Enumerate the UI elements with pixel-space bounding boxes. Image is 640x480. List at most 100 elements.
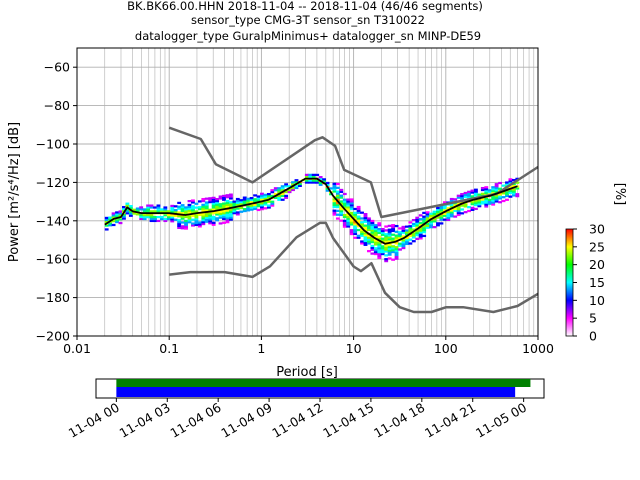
density-cell: [260, 206, 264, 209]
density-cell: [204, 205, 209, 208]
density-cell: [146, 214, 151, 217]
density-cell: [249, 200, 254, 204]
y-tick-label: −200: [36, 329, 70, 344]
density-cell: [115, 211, 119, 214]
density-cell: [208, 212, 213, 215]
density-cell: [125, 210, 130, 213]
density-cell: [377, 245, 382, 248]
density-cell: [335, 213, 340, 216]
density-cell: [367, 234, 371, 237]
density-cell: [429, 212, 433, 215]
density-cell: [387, 232, 392, 235]
density-cell: [353, 211, 358, 214]
density-cell: [228, 212, 233, 215]
density-cell: [211, 223, 216, 226]
density-cell: [159, 208, 164, 211]
density-cell: [491, 189, 496, 193]
density-cell: [370, 225, 375, 228]
density-cell: [408, 230, 413, 234]
density-cell: [191, 210, 195, 214]
density-cell: [373, 231, 378, 235]
density-cell: [418, 235, 423, 238]
density-cell: [511, 190, 516, 193]
density-cell: [201, 203, 206, 206]
density-cell: [367, 242, 371, 245]
density-cell: [201, 221, 206, 224]
density-cell: [270, 204, 275, 207]
density-cell: [139, 213, 144, 217]
density-cell: [463, 203, 468, 206]
density-cell: [384, 258, 389, 261]
density-cell: [356, 221, 361, 224]
density-cell: [187, 217, 192, 220]
density-cell: [322, 180, 327, 183]
density-cell: [142, 216, 147, 219]
density-cell: [470, 206, 475, 210]
density-cell: [342, 223, 347, 226]
density-cell: [432, 214, 437, 217]
density-cell: [239, 202, 244, 206]
density-cell: [370, 244, 375, 248]
density-cell: [222, 196, 226, 199]
density-cell: [111, 223, 116, 227]
density-cell: [394, 238, 399, 241]
mode-curve: [104, 177, 518, 245]
density-cell: [263, 197, 268, 200]
density-cell: [391, 229, 396, 233]
density-cell: [436, 208, 440, 212]
density-cell: [429, 226, 433, 229]
density-cell: [204, 212, 209, 216]
density-cell: [239, 206, 244, 210]
density-cell: [415, 233, 420, 237]
density-cell: [346, 225, 351, 228]
density-cell: [484, 203, 489, 206]
density-cell: [191, 207, 195, 210]
density-cell: [401, 246, 406, 250]
timeline-segments: [116, 379, 531, 397]
density-cell: [498, 187, 502, 190]
density-cell: [277, 189, 282, 192]
density-cell: [222, 221, 226, 224]
density-cell: [377, 256, 382, 259]
density-cell: [491, 201, 496, 204]
y-tick-label: −80: [44, 98, 70, 113]
density-cell: [401, 245, 406, 248]
density-cell: [349, 229, 354, 232]
density-cell: [384, 236, 389, 240]
density-cell: [108, 216, 113, 219]
density-cell: [308, 175, 313, 178]
density-cell: [449, 211, 454, 214]
density-cell: [387, 253, 392, 256]
density-cell: [332, 203, 337, 207]
density-cell: [194, 221, 199, 225]
density-cell: [373, 247, 378, 250]
density-cell: [439, 208, 444, 212]
density-cell: [339, 213, 344, 217]
density-cell: [266, 206, 271, 209]
density-cell: [391, 227, 396, 231]
density-cell: [373, 233, 378, 236]
density-cell: [177, 207, 182, 210]
density-cell: [487, 200, 492, 203]
density-cell: [391, 250, 396, 254]
density-cell: [311, 175, 316, 178]
density-cell: [377, 231, 382, 235]
density-cell: [166, 216, 171, 219]
density-cell: [377, 222, 382, 225]
density-cell: [173, 209, 178, 212]
density-cell: [263, 195, 268, 198]
density-cell: [370, 219, 375, 223]
density-cell: [363, 243, 368, 246]
density-cell: [463, 191, 468, 195]
density-cell: [180, 215, 185, 218]
density-cell: [339, 194, 344, 197]
density-cell: [446, 207, 451, 210]
density-cell: [260, 208, 264, 211]
density-cell: [222, 210, 226, 213]
density-cell: [211, 208, 216, 211]
chart-title-line-2: sensor_type CMG-3T sensor_sn T310022: [191, 13, 425, 27]
density-cell: [373, 224, 378, 227]
density-cell: [505, 181, 509, 184]
density-cell: [332, 209, 337, 212]
density-cell: [418, 214, 423, 217]
